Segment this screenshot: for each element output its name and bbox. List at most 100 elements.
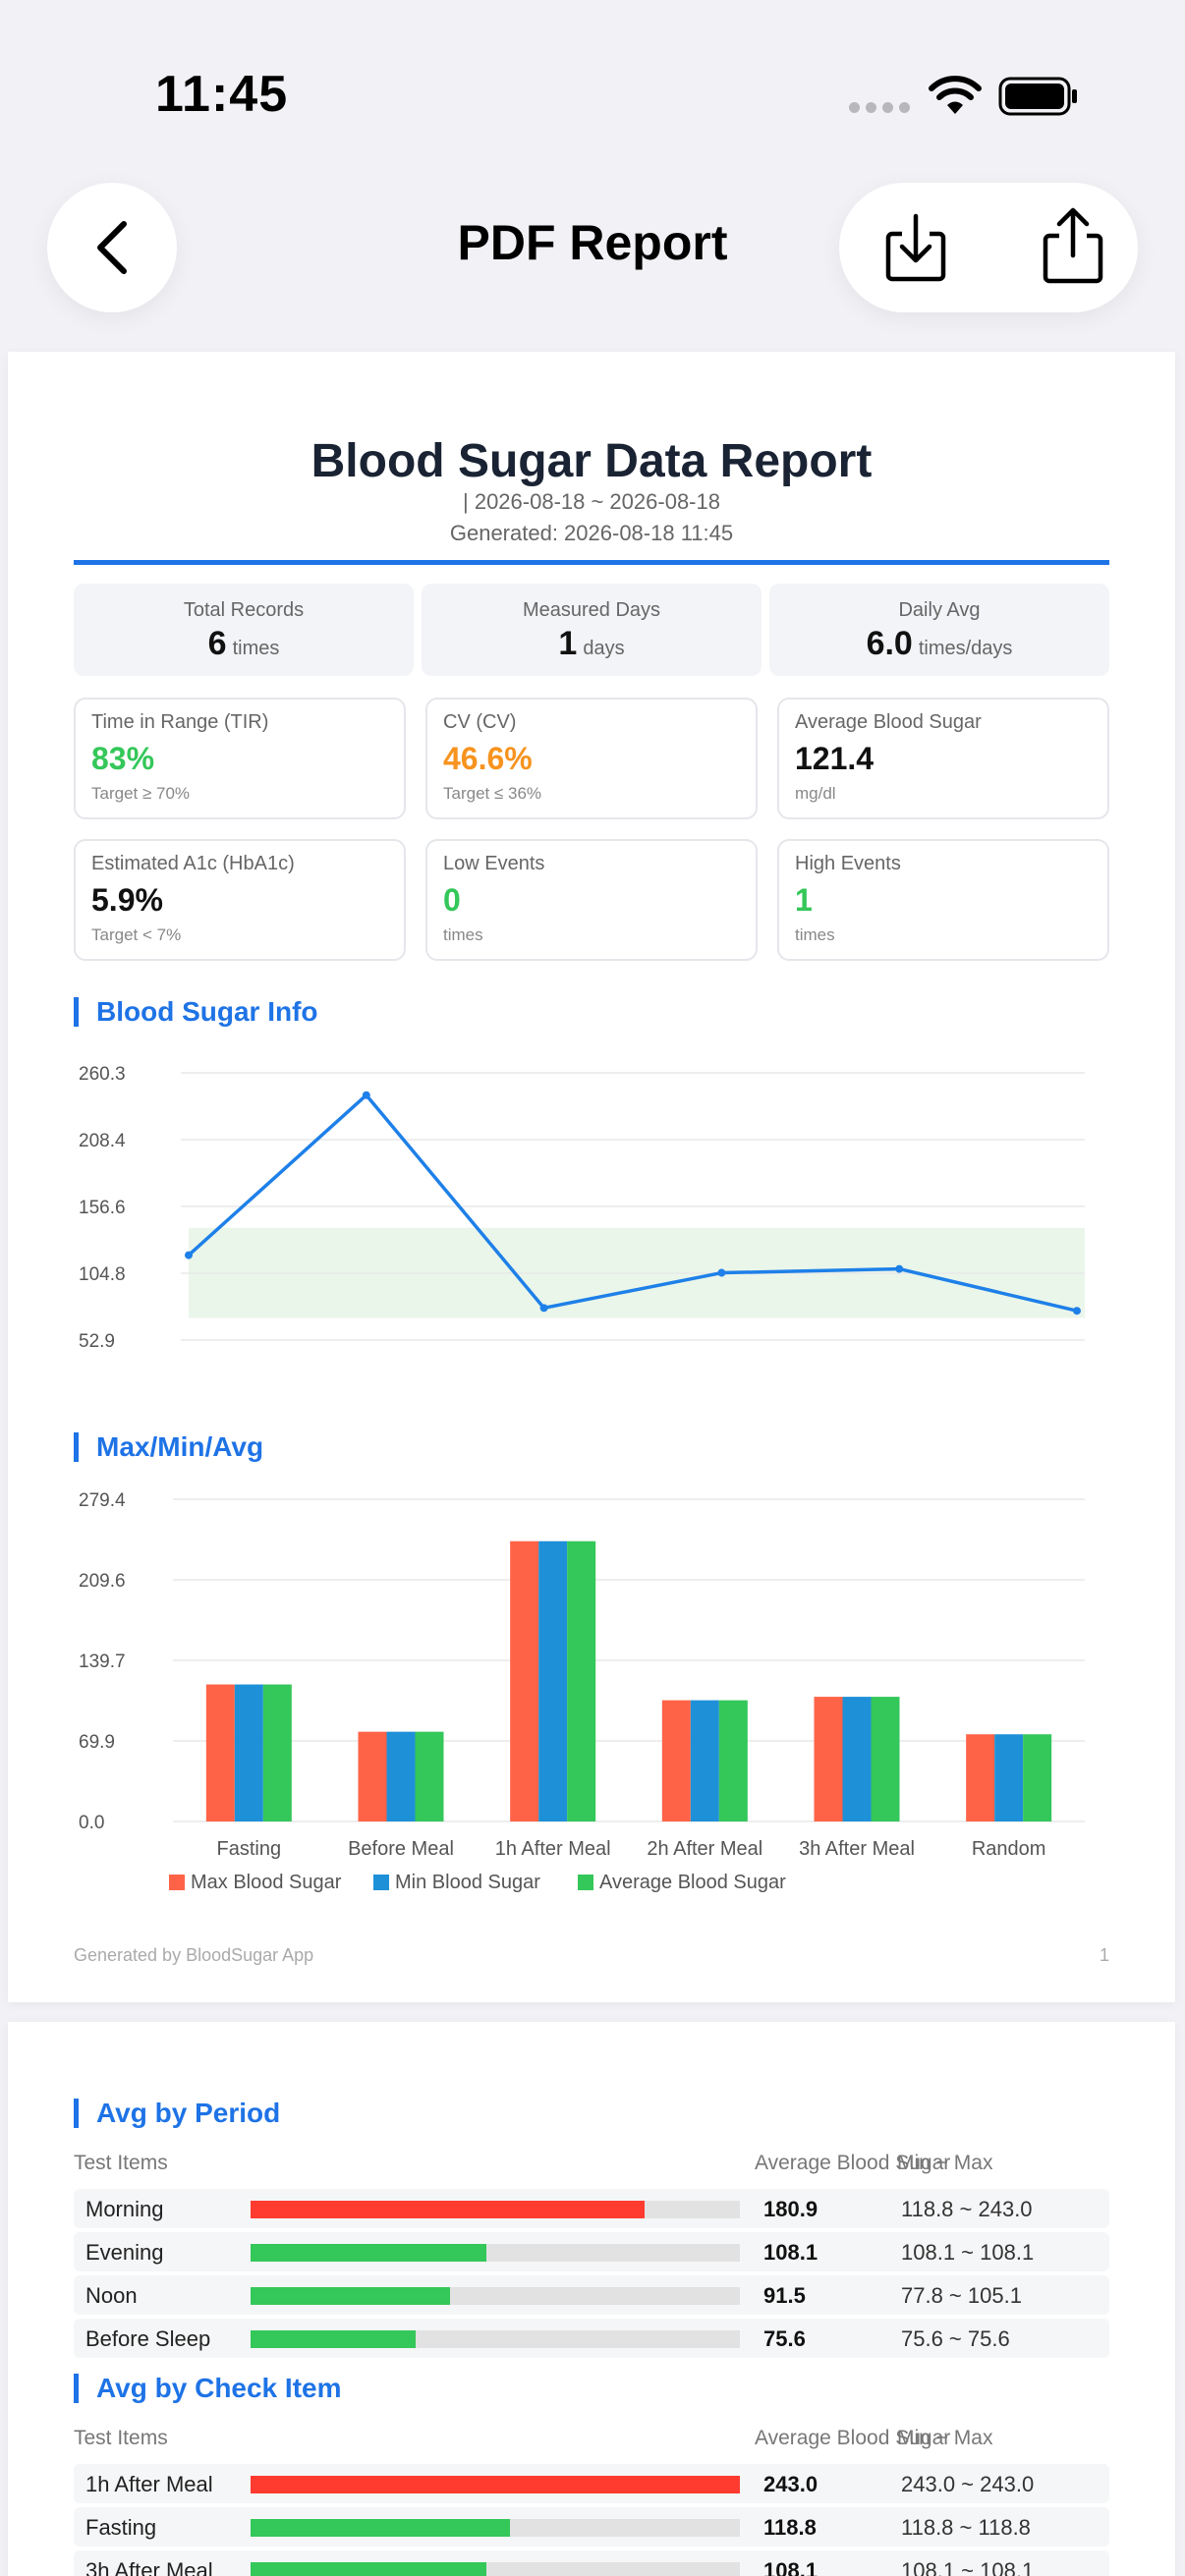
- download-button[interactable]: [878, 210, 953, 285]
- progress-track: [251, 2330, 740, 2348]
- bar: [538, 1540, 568, 1821]
- metric-low-events: Low Events 0 times: [425, 839, 758, 961]
- data-point: [185, 1251, 193, 1260]
- data-point: [362, 1091, 370, 1099]
- y-tick-label: 279.4: [79, 1490, 126, 1511]
- summary-value: 6 times: [207, 625, 280, 662]
- row-average: 180.9: [763, 2197, 818, 2221]
- table-row: Noon 91.5 77.8 ~ 105.1: [74, 2275, 1109, 2315]
- bar: [966, 1734, 995, 1821]
- bar: [661, 1700, 691, 1821]
- row-min-max: 77.8 ~ 105.1: [901, 2283, 1022, 2308]
- summary-value: 6.0 times/days: [866, 625, 1013, 662]
- bar: [690, 1700, 719, 1821]
- progress-track: [251, 2519, 740, 2537]
- x-category-label: 2h After Meal: [647, 1838, 762, 1860]
- y-tick-label: 208.4: [79, 1131, 126, 1151]
- legend-label: Min Blood Sugar: [395, 1872, 540, 1893]
- table-row: 3h After Meal 108.1 108.1 ~ 108.1: [74, 2550, 1109, 2576]
- row-min-max: 108.1 ~ 108.1: [901, 2240, 1035, 2265]
- header-min-max: Min ~ Max: [897, 2152, 993, 2174]
- report-date-range: | 2026-08-18 ~ 2026-08-18: [463, 489, 720, 514]
- progress-fill: [251, 2201, 645, 2218]
- legend-swatch: [169, 1875, 185, 1890]
- row-min-max: 118.8 ~ 243.0: [901, 2197, 1033, 2221]
- y-tick-label: 260.3: [79, 1064, 126, 1085]
- title-divider: [74, 560, 1109, 565]
- cellular-signal-icon: [849, 102, 910, 113]
- report-generated-time: Generated: 2026-08-18 11:45: [449, 521, 734, 545]
- metric-high-events: High Events 1 times: [777, 839, 1109, 961]
- row-label: Fasting: [85, 2515, 157, 2540]
- back-button[interactable]: [47, 183, 177, 312]
- bar: [358, 1731, 387, 1821]
- y-tick-label: 139.7: [79, 1652, 126, 1672]
- series-line: [187, 1092, 1078, 1313]
- page-title: PDF Report: [457, 215, 728, 270]
- data-point: [1073, 1307, 1081, 1316]
- bar: [262, 1684, 292, 1821]
- status-time: 11:45: [155, 66, 289, 123]
- x-category-label: 1h After Meal: [495, 1838, 611, 1860]
- section-title-blood-sugar-info: Blood Sugar Info: [74, 997, 318, 1027]
- summary-total-records: Total Records 6 times: [74, 584, 414, 676]
- progress-fill: [251, 2287, 451, 2305]
- header-average: Average Blood Sugar: [755, 2152, 951, 2174]
- y-tick-label: 0.0: [79, 1813, 104, 1833]
- share-button[interactable]: [1036, 206, 1110, 285]
- metric-tir: Time in Range (TIR) 83% Target ≥ 70%: [74, 698, 406, 819]
- bar: [205, 1684, 235, 1821]
- summary-daily-avg: Daily Avg 6.0 times/days: [769, 584, 1109, 676]
- row-label: Evening: [85, 2240, 164, 2265]
- metric-cv: CV (CV) 46.6% Target ≤ 36%: [425, 698, 758, 819]
- max-min-avg-bar-chart: 279.4 209.6 139.7 69.9 0.0 Fasting Before Meal…: [79, 1490, 1085, 1893]
- bar: [234, 1684, 263, 1821]
- summary-value: 1 days: [558, 625, 625, 662]
- row-min-max: 118.8 ~ 118.8: [901, 2515, 1031, 2540]
- progress-track: [251, 2287, 740, 2305]
- report-page-2: Avg by Period Test Items Average Blood S…: [8, 2022, 1175, 2576]
- report-page-1: Blood Sugar Data Report | 2026-08-18 ~ 2…: [8, 352, 1175, 2002]
- row-label: 1h After Meal: [85, 2472, 213, 2496]
- section-title-avg-by-check-item: Avg by Check Item: [74, 2374, 341, 2403]
- table-header: Test Items Average Blood Sugar Min ~ Max: [74, 2152, 1109, 2181]
- header-test-items: Test Items: [74, 2427, 168, 2449]
- header-average: Average Blood Sugar: [755, 2427, 951, 2449]
- x-category-label: 3h After Meal: [799, 1838, 915, 1860]
- summary-label: Total Records: [183, 599, 305, 621]
- row-average: 243.0: [763, 2472, 818, 2496]
- row-average: 75.6: [763, 2326, 806, 2351]
- bar: [567, 1540, 596, 1821]
- y-tick-label: 104.8: [79, 1264, 126, 1285]
- row-average: 118.8: [763, 2515, 817, 2540]
- summary-label: Measured Days: [522, 599, 661, 621]
- progress-fill: [251, 2330, 416, 2348]
- table-row: 1h After Meal 243.0 243.0 ~ 243.0: [74, 2464, 1109, 2503]
- y-tick-label: 69.9: [79, 1732, 115, 1753]
- table-header: Test Items Average Blood Sugar Min ~ Max: [74, 2427, 1109, 2456]
- row-label: Before Sleep: [85, 2326, 211, 2351]
- row-min-max: 108.1 ~ 108.1: [901, 2558, 1035, 2576]
- header-min-max: Min ~ Max: [897, 2427, 993, 2449]
- header-test-items: Test Items: [74, 2152, 168, 2174]
- summary-measured-days: Measured Days 1 days: [422, 584, 762, 676]
- row-label: 3h After Meal: [85, 2558, 213, 2576]
- report-title: Blood Sugar Data Report: [310, 435, 873, 487]
- x-category-label: Random: [972, 1838, 1046, 1860]
- table-row: Evening 108.1 108.1 ~ 108.1: [74, 2232, 1109, 2271]
- row-average: 108.1: [763, 2240, 818, 2265]
- chevron-left-icon: [97, 221, 127, 274]
- blood-sugar-line-chart: 260.3 208.4 156.6 104.8 52.9: [79, 1064, 1085, 1352]
- row-label: Morning: [85, 2197, 164, 2221]
- data-point: [895, 1264, 904, 1273]
- y-tick-label: 156.6: [79, 1198, 126, 1218]
- bar: [842, 1697, 872, 1821]
- summary-label: Daily Avg: [898, 599, 981, 621]
- progress-track: [251, 2476, 740, 2493]
- section-title-avg-by-period: Avg by Period: [74, 2099, 280, 2128]
- progress-fill: [251, 2519, 510, 2537]
- section-title-max-min-avg: Max/Min/Avg: [74, 1432, 263, 1462]
- progress-track: [251, 2244, 740, 2262]
- row-min-max: 243.0 ~ 243.0: [901, 2472, 1035, 2496]
- legend-label: Max Blood Sugar: [191, 1872, 342, 1893]
